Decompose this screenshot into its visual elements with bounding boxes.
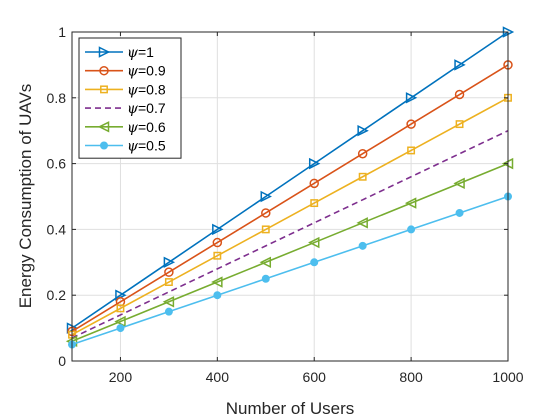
data-point [454,89,465,100]
data-point [308,157,321,170]
legend-swatch-marker [99,65,109,76]
series-4 [71,129,509,339]
legend-swatch-marker [98,46,111,58]
y-tick-label: 1 [58,24,66,40]
legend-item: ψ=1 [85,44,154,61]
data-point [405,92,418,104]
data-point [310,258,319,267]
series-6 [68,192,512,349]
legend-swatch-marker [97,121,110,133]
y-tick-label: 0.4 [47,221,67,237]
legend-swatch-marker [100,85,108,94]
series-line [71,64,509,333]
legend-item: ψ=0.5 [85,138,166,155]
data-point [454,59,466,71]
data-point [261,225,270,234]
y-tick-label: 0.2 [47,287,67,303]
data-point [261,208,271,218]
y-axis-label: Energy Consumption of UAVs [16,84,35,309]
series-line [71,31,509,329]
data-point [260,190,272,203]
data-point [213,291,222,300]
legend-label: ψ=0.7 [127,100,166,117]
data-point [358,241,367,250]
data-point [407,146,416,155]
data-point [455,120,464,129]
data-point [259,256,272,269]
data-point [308,236,320,249]
x-axis-label: Number of Users [226,399,354,418]
legend-item: ψ=0.8 [85,81,166,98]
legend-label: ψ=0.9 [127,63,166,80]
data-point [407,225,416,234]
series-line [71,97,509,336]
data-point [453,177,465,190]
data-point [163,256,176,269]
data-point [356,217,368,229]
legend-item: ψ=0.7 [85,100,166,117]
data-point [261,274,270,283]
plot-frame [71,31,509,362]
x-tick-label: 400 [206,369,230,385]
x-tick-label: 800 [399,369,423,385]
legend-box [78,37,182,159]
data-point [116,304,125,313]
x-tick-label: 1000 [492,369,523,385]
data-point [164,267,174,277]
data-point [212,223,224,236]
data-point [309,178,319,189]
data-point [357,124,369,137]
y-tick-label: 0.8 [47,90,67,106]
legend-label: ψ=0.5 [127,138,166,155]
x-tick-label: 200 [109,369,133,385]
legend-label: ψ=1 [127,44,154,61]
series-line [71,162,509,343]
legend-swatch-marker [100,141,108,150]
data-point [162,296,175,308]
data-point [357,148,368,159]
legend-label: ψ=0.6 [127,119,166,136]
data-point [116,324,125,333]
legend-label: ψ=0.8 [127,81,166,98]
data-point [114,315,126,328]
data-point [455,208,464,217]
data-point [212,237,223,248]
legend-item: ψ=0.9 [85,63,166,80]
data-point [358,172,367,181]
series-line [71,195,509,346]
legend-item: ψ=0.6 [85,119,166,136]
y-tick-label: 0.6 [47,156,67,172]
data-point [213,251,222,260]
data-point [404,197,417,209]
axis-ticks: 200 400 600 800 1000 0 0.2 0.4 0.6 0.8 1 [47,24,524,385]
y-tick-label: 0 [58,353,66,369]
x-tick-label: 600 [303,369,327,385]
data-point [211,276,223,288]
data-point [164,278,173,286]
data-point [164,307,173,316]
legend: ψ=1 ψ=0.9ψ=0.8 ψ=0.7 ψ=0.6 ψ=0.5 [78,37,182,159]
data-point [310,199,319,208]
data-point [406,119,416,129]
series-line [71,129,509,339]
